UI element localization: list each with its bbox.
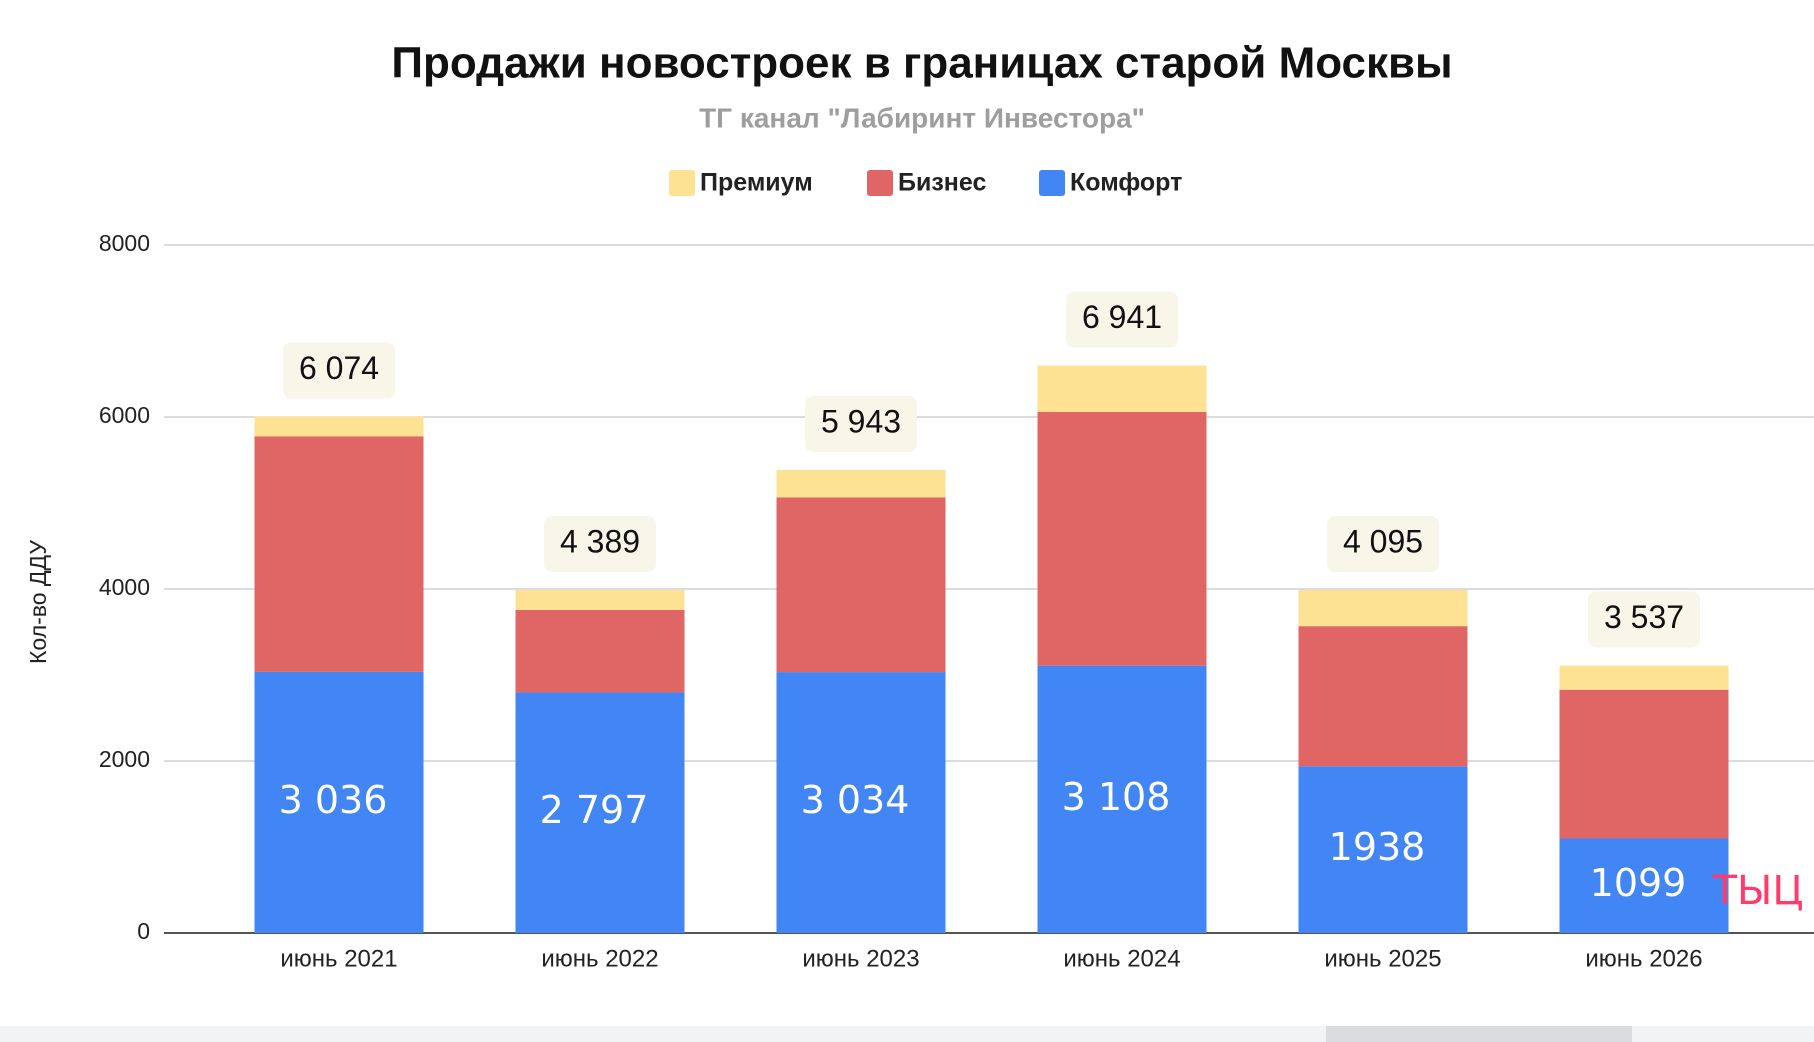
annotation: ТЫЦ xyxy=(1712,868,1804,914)
legend-swatch xyxy=(1039,170,1065,196)
y-axis-label: Кол-во ДДУ xyxy=(25,540,51,664)
bar-segment xyxy=(254,416,424,437)
bar-segment xyxy=(1298,590,1468,627)
y-tick-label: 4000 xyxy=(99,574,150,600)
bar-segment xyxy=(1037,412,1207,666)
legend-label: Комфорт xyxy=(1070,169,1182,197)
legend-label: Премиум xyxy=(700,169,813,197)
value-label: 3 108 xyxy=(1062,775,1171,819)
bar-segment xyxy=(1037,665,1207,933)
total-label: 5 943 xyxy=(821,403,901,439)
bar-segment xyxy=(515,692,685,933)
x-tick-label: июнь 2024 xyxy=(1063,945,1180,972)
x-tick-label: июнь 2023 xyxy=(802,945,919,972)
bar-segment xyxy=(515,609,685,693)
total-label: 6 074 xyxy=(299,350,379,386)
bar-segment xyxy=(1298,766,1468,933)
value-label: 3 036 xyxy=(279,778,388,822)
bar-segment xyxy=(515,590,685,610)
total-label: 4 389 xyxy=(560,524,640,560)
value-label: 1938 xyxy=(1329,825,1426,869)
bar-segment xyxy=(1298,626,1468,767)
total-label: 6 941 xyxy=(1082,299,1162,335)
total-label-box xyxy=(544,516,656,573)
x-tick-label: июнь 2021 xyxy=(280,945,397,972)
value-label: 3 034 xyxy=(801,778,910,822)
y-tick-label: 2000 xyxy=(99,746,150,772)
y-tick-label: 6000 xyxy=(99,402,150,428)
legend-swatch xyxy=(669,170,695,196)
total-label-box xyxy=(1327,516,1439,573)
x-tick-label: июнь 2026 xyxy=(1585,945,1702,972)
chart-title: Продажи новостроек в границах старой Мос… xyxy=(391,39,1452,88)
total-label: 3 537 xyxy=(1604,599,1684,635)
total-label: 4 095 xyxy=(1343,523,1423,559)
bar-segment xyxy=(776,672,946,933)
scrollbar xyxy=(1326,1026,1632,1042)
bar-segment xyxy=(1559,665,1729,690)
x-tick-label: июнь 2025 xyxy=(1324,945,1441,972)
bar-segment xyxy=(776,497,946,673)
y-tick-label: 0 xyxy=(137,918,150,944)
total-label-box xyxy=(1588,591,1700,648)
bar-segment xyxy=(254,671,424,933)
value-label: 2 797 xyxy=(540,788,649,832)
bar-segment xyxy=(776,469,946,498)
legend-label: Бизнес xyxy=(898,169,986,197)
x-tick-label: июнь 2022 xyxy=(541,945,658,972)
bar-segment xyxy=(254,436,424,672)
total-label-box xyxy=(283,342,395,399)
bar-segment xyxy=(1037,365,1207,413)
legend-swatch xyxy=(867,170,893,196)
chart-subtitle: ТГ канал "Лабиринт Инвестора" xyxy=(699,102,1145,133)
bar-segment xyxy=(1559,838,1729,933)
total-label-box xyxy=(1066,291,1178,348)
y-tick-label: 8000 xyxy=(99,230,150,256)
total-label-box xyxy=(805,395,917,452)
bar-segment xyxy=(1559,689,1729,839)
value-label: 1099 xyxy=(1590,861,1687,905)
